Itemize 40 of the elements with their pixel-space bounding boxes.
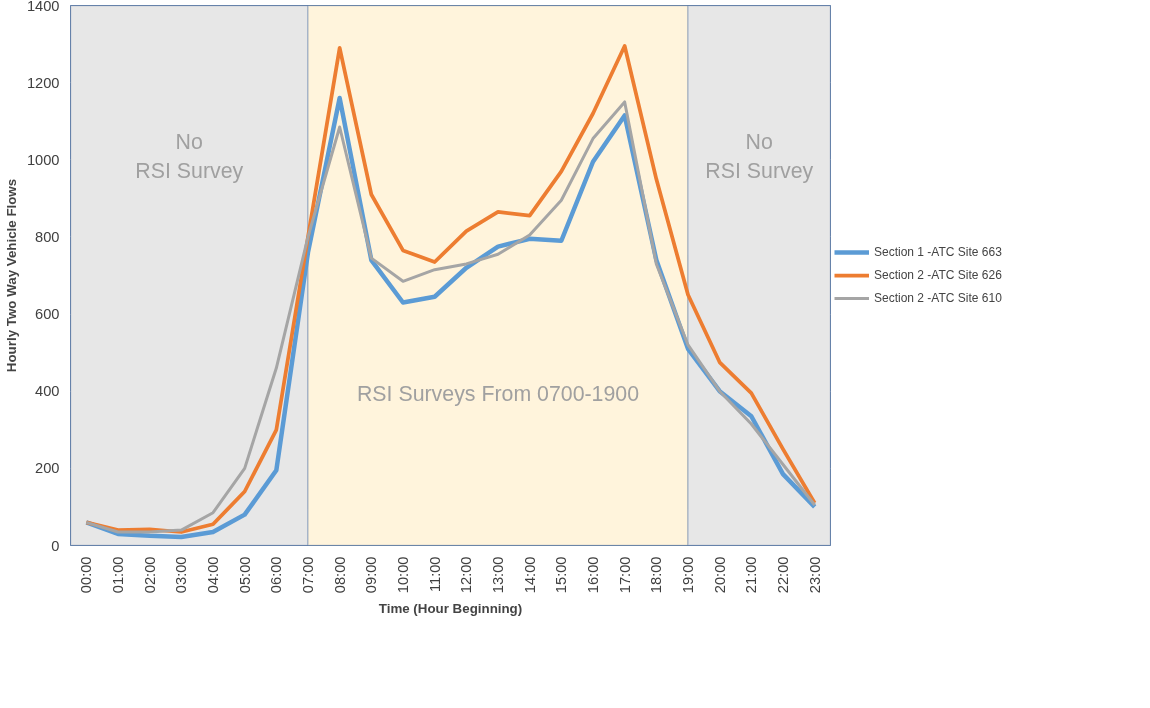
- y-tick-label: 200: [35, 460, 60, 477]
- x-tick-label: 22:00: [775, 556, 791, 594]
- legend-label: Section 2 -ATC Site 610: [874, 291, 1002, 305]
- band-label: No RSI Survey: [135, 130, 244, 184]
- x-tick-label: 15:00: [553, 556, 570, 594]
- x-tick-label: 08:00: [331, 556, 348, 594]
- y-tick-label: 0: [51, 537, 60, 554]
- legend-label: Section 1 -ATC Site 663: [874, 245, 1002, 259]
- x-tick-label: 11:00: [426, 556, 443, 593]
- x-tick-label: 10:00: [395, 556, 411, 594]
- x-tick-label: 01:00: [110, 556, 126, 594]
- y-tick-label: 1400: [26, 0, 60, 14]
- x-tick-label: 16:00: [585, 556, 601, 594]
- x-tick-label: 09:00: [363, 556, 380, 594]
- x-tick-label: 14:00: [521, 556, 538, 594]
- x-tick-label: 12:00: [458, 556, 475, 594]
- y-tick-label: 600: [35, 306, 60, 323]
- x-tick-label: 19:00: [680, 556, 696, 594]
- x-axis-title: Time (Hour Beginning): [378, 601, 523, 617]
- y-tick-label: 1000: [26, 151, 60, 168]
- x-tick-label: 05:00: [236, 556, 253, 594]
- y-tick-label: 400: [35, 383, 60, 400]
- x-tick-label: 23:00: [806, 556, 823, 594]
- y-tick-label: 800: [35, 228, 60, 245]
- x-tick-label: 17:00: [616, 556, 633, 594]
- x-tick-label: 04:00: [205, 556, 221, 594]
- x-tick-label: 18:00: [648, 556, 665, 594]
- x-tick-label: 02:00: [141, 556, 158, 594]
- x-tick-label: 03:00: [173, 556, 190, 594]
- legend-label: Section 2 -ATC Site 626: [874, 268, 1002, 282]
- x-tick-label: 06:00: [268, 556, 285, 594]
- band-label: RSI Surveys From 0700-1900: [356, 382, 640, 407]
- x-tick-label: 13:00: [490, 556, 506, 594]
- x-tick-label: 20:00: [711, 556, 728, 594]
- y-axis-title: Hourly Two Way Vehicle Flows: [3, 178, 19, 373]
- band-label: No RSI Survey: [705, 130, 814, 184]
- y-tick-label: 1200: [26, 74, 60, 91]
- x-tick-label: 21:00: [743, 556, 760, 594]
- x-tick-label: 00:00: [78, 556, 95, 594]
- x-tick-label: 07:00: [300, 556, 316, 594]
